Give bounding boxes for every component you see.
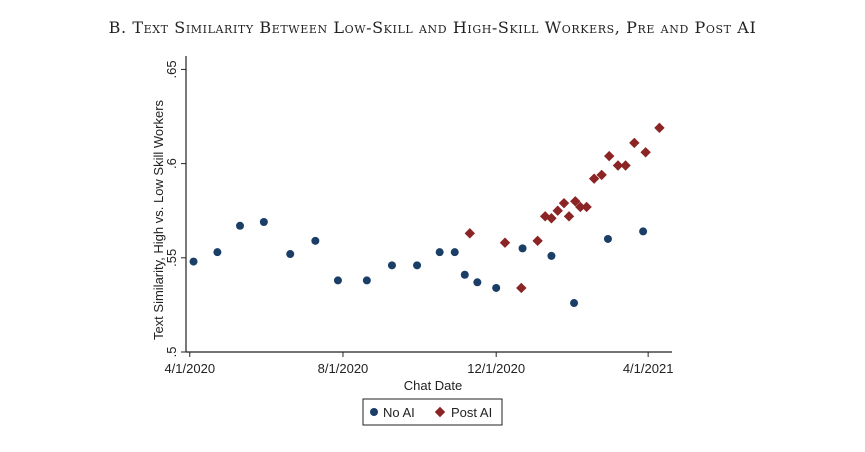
post-ai-point <box>499 237 511 248</box>
y-axis-title: Text Similarity, High vs. Low Skill Work… <box>151 99 166 340</box>
axes: .5 .55 .6 .65 4/1/2020 8/1/2020 12/1/2020 4/1/2… <box>151 56 673 393</box>
x-tick-label: 4/1/2020 <box>164 361 215 376</box>
legend-no-ai-marker <box>370 408 378 416</box>
post-ai-point <box>620 160 631 171</box>
no-ai-point <box>311 236 320 245</box>
post-ai-point <box>532 235 543 247</box>
y-tick-label: .5 <box>164 347 179 358</box>
no-ai-point <box>460 270 469 279</box>
post-ai-point <box>640 147 651 158</box>
y-tick-label: .65 <box>164 60 179 78</box>
post-ai-point <box>552 205 563 216</box>
legend-label-no-ai: No AI <box>383 405 415 420</box>
post-ai-point <box>558 197 570 209</box>
post-ai-point <box>629 137 640 149</box>
no-ai-point <box>570 299 579 308</box>
no-ai-point <box>450 248 459 257</box>
y-tick-label: .6 <box>164 158 179 169</box>
no-ai-point <box>333 276 342 285</box>
legend-post-ai-marker <box>434 406 446 418</box>
no-ai-point <box>518 244 527 253</box>
no-ai-point <box>603 234 612 243</box>
legend-label-post-ai: Post AI <box>451 405 492 420</box>
no-ai-point <box>413 261 422 270</box>
x-axis-title: Chat Date <box>404 378 463 393</box>
post-ai-point <box>588 173 600 184</box>
chart-title: B. Text Similarity Between Low-Skill and… <box>108 18 757 37</box>
post-ai-point <box>654 122 665 134</box>
no-ai-point <box>236 221 244 230</box>
y-tick-label: .55 <box>164 249 179 267</box>
post-ai-point <box>539 211 551 222</box>
no-ai-point <box>189 257 198 266</box>
post-ai-point <box>546 213 557 224</box>
post-ai-point <box>575 201 586 213</box>
no-ai-point <box>639 227 648 236</box>
legend: No AI Post AI <box>362 398 503 426</box>
post-ai-point <box>570 196 581 207</box>
post-ai-point <box>563 211 575 222</box>
post-ai-point <box>464 228 476 239</box>
x-tick-label: 4/1/2021 <box>623 361 674 376</box>
post-ai-point <box>604 150 615 162</box>
no-ai-point <box>473 278 482 287</box>
x-tick-label: 8/1/2020 <box>318 361 369 376</box>
no-ai-point <box>286 250 295 259</box>
no-ai-point <box>547 251 556 260</box>
no-ai-point <box>387 261 396 270</box>
no-ai-point <box>259 218 268 227</box>
data-points <box>189 122 665 308</box>
legend-box <box>362 398 503 426</box>
no-ai-point <box>492 283 501 292</box>
no-ai-point <box>435 248 444 257</box>
post-ai-point <box>612 160 624 171</box>
no-ai-point <box>362 276 371 285</box>
post-ai-point <box>516 282 527 294</box>
post-ai-point <box>596 169 607 181</box>
post-ai-point <box>581 201 592 213</box>
x-tick-label: 12/1/2020 <box>467 361 525 376</box>
no-ai-point <box>213 248 222 257</box>
